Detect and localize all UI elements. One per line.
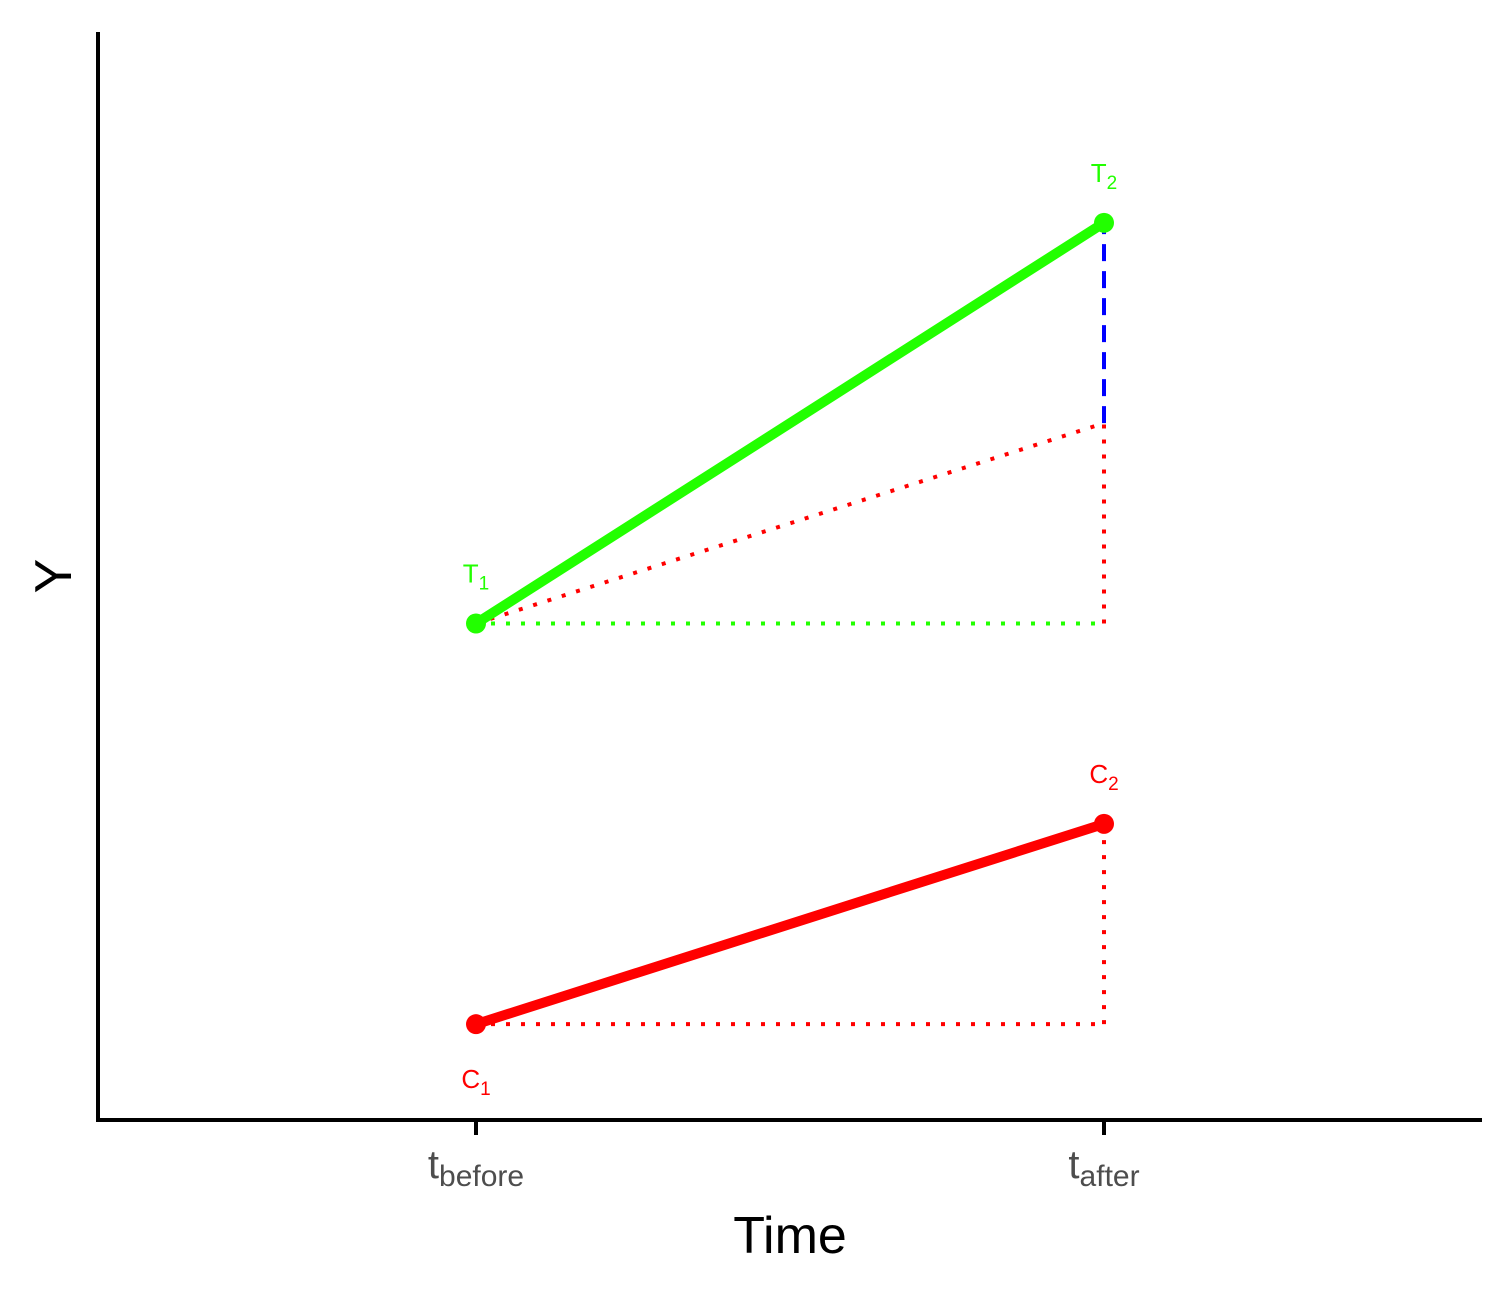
guide-counterfactual-trend	[475, 421, 1105, 626]
treated-point-2	[1094, 212, 1114, 233]
treated-series-line	[471, 217, 1109, 629]
control-point-1	[466, 1014, 486, 1035]
treated-point-1	[466, 613, 486, 634]
treated-point-label-1: T1	[463, 559, 489, 595]
series-lines	[471, 217, 1109, 1030]
control-point-2	[1094, 813, 1114, 834]
x-ticks: tbefore tafter	[428, 1121, 1140, 1193]
x-tick-label-2: tafter	[1068, 1143, 1139, 1193]
x-axis-title: Time	[733, 1207, 847, 1265]
x-tick-label-1: tbefore	[428, 1143, 524, 1193]
control-point-label-1: C1	[461, 1064, 490, 1100]
treated-point-label-2: T2	[1091, 158, 1117, 194]
guide-lines	[475, 222, 1106, 1027]
data-points	[466, 212, 1114, 1035]
point-labels: T1 T2 C1 C2	[461, 158, 1118, 1100]
control-point-label-2: C2	[1089, 759, 1118, 795]
control-series-line	[471, 818, 1109, 1030]
y-axis-title: Y	[25, 559, 83, 594]
